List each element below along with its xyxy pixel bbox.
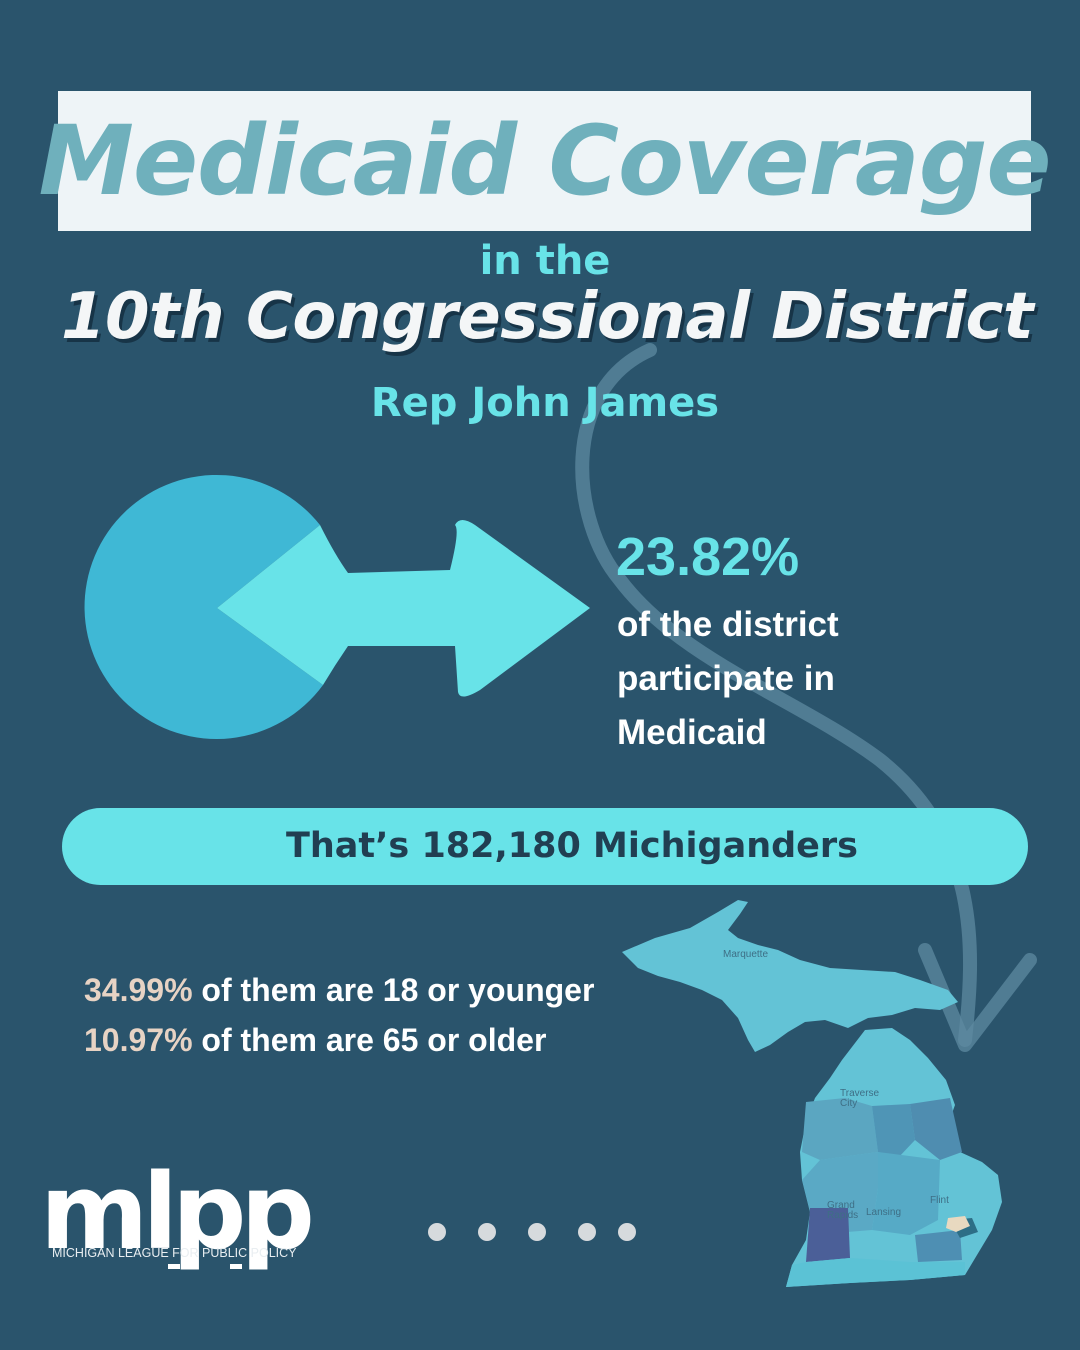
stat-youth-text: of them are 18 or younger <box>192 972 595 1008</box>
map-label-lansing: Lansing <box>866 1207 902 1218</box>
page-title: Medicaid Coverage <box>38 105 1051 217</box>
pagination-dot[interactable] <box>478 1223 496 1241</box>
map-label-traverse-city: Traverse City <box>840 1088 880 1109</box>
stat-seniors: 10.97% of them are 65 or older <box>84 1022 546 1059</box>
pagination-dot[interactable] <box>428 1223 446 1241</box>
desc-line: of the district <box>617 605 839 644</box>
mlpp-logo-subtitle: MICHIGAN LEAGUE FOR PUBLIC POLICY <box>52 1246 297 1260</box>
map-label-flint: Flint <box>930 1195 949 1206</box>
mlpp-logo: mlpp <box>40 1151 315 1273</box>
subtitle-in-the: in the <box>479 238 611 284</box>
title-box: Medicaid Coverage <box>38 91 1052 231</box>
desc-line: Medicaid <box>617 713 767 752</box>
logo-mark <box>168 1264 180 1269</box>
district-title: 10th Congressional District <box>60 280 1034 354</box>
medicaid-percent: 23.82% <box>616 527 800 587</box>
logo-mark <box>230 1264 242 1269</box>
pagination-dot[interactable] <box>618 1223 636 1241</box>
medicaid-percent-description: of the district participate in Medicaid <box>617 598 917 760</box>
pagination-dot[interactable] <box>528 1223 546 1241</box>
map-label-marquette: Marquette <box>723 949 769 960</box>
michigan-map <box>622 900 1002 1287</box>
desc-line: participate in <box>617 659 835 698</box>
map-label-grand-rapids: Grand Rapids <box>827 1200 859 1221</box>
stat-youth-value: 34.99% <box>84 972 193 1008</box>
upper-peninsula <box>622 900 958 1052</box>
pagination-dot[interactable] <box>578 1223 596 1241</box>
representative-name: Rep John James <box>370 380 720 426</box>
pie-arrow-graphic <box>84 474 590 739</box>
stat-seniors-value: 10.97% <box>84 1022 193 1058</box>
stat-youth: 34.99% of them are 18 or younger <box>84 972 594 1009</box>
pie-main-slice <box>84 474 323 739</box>
michiganders-count: That’s 182,180 Michiganders <box>286 826 859 866</box>
pie-arrow-slice <box>217 520 590 697</box>
district-10-highlight <box>946 1216 970 1232</box>
stat-seniors-text: of them are 65 or older <box>192 1022 547 1058</box>
michiganders-banner <box>62 808 1028 885</box>
